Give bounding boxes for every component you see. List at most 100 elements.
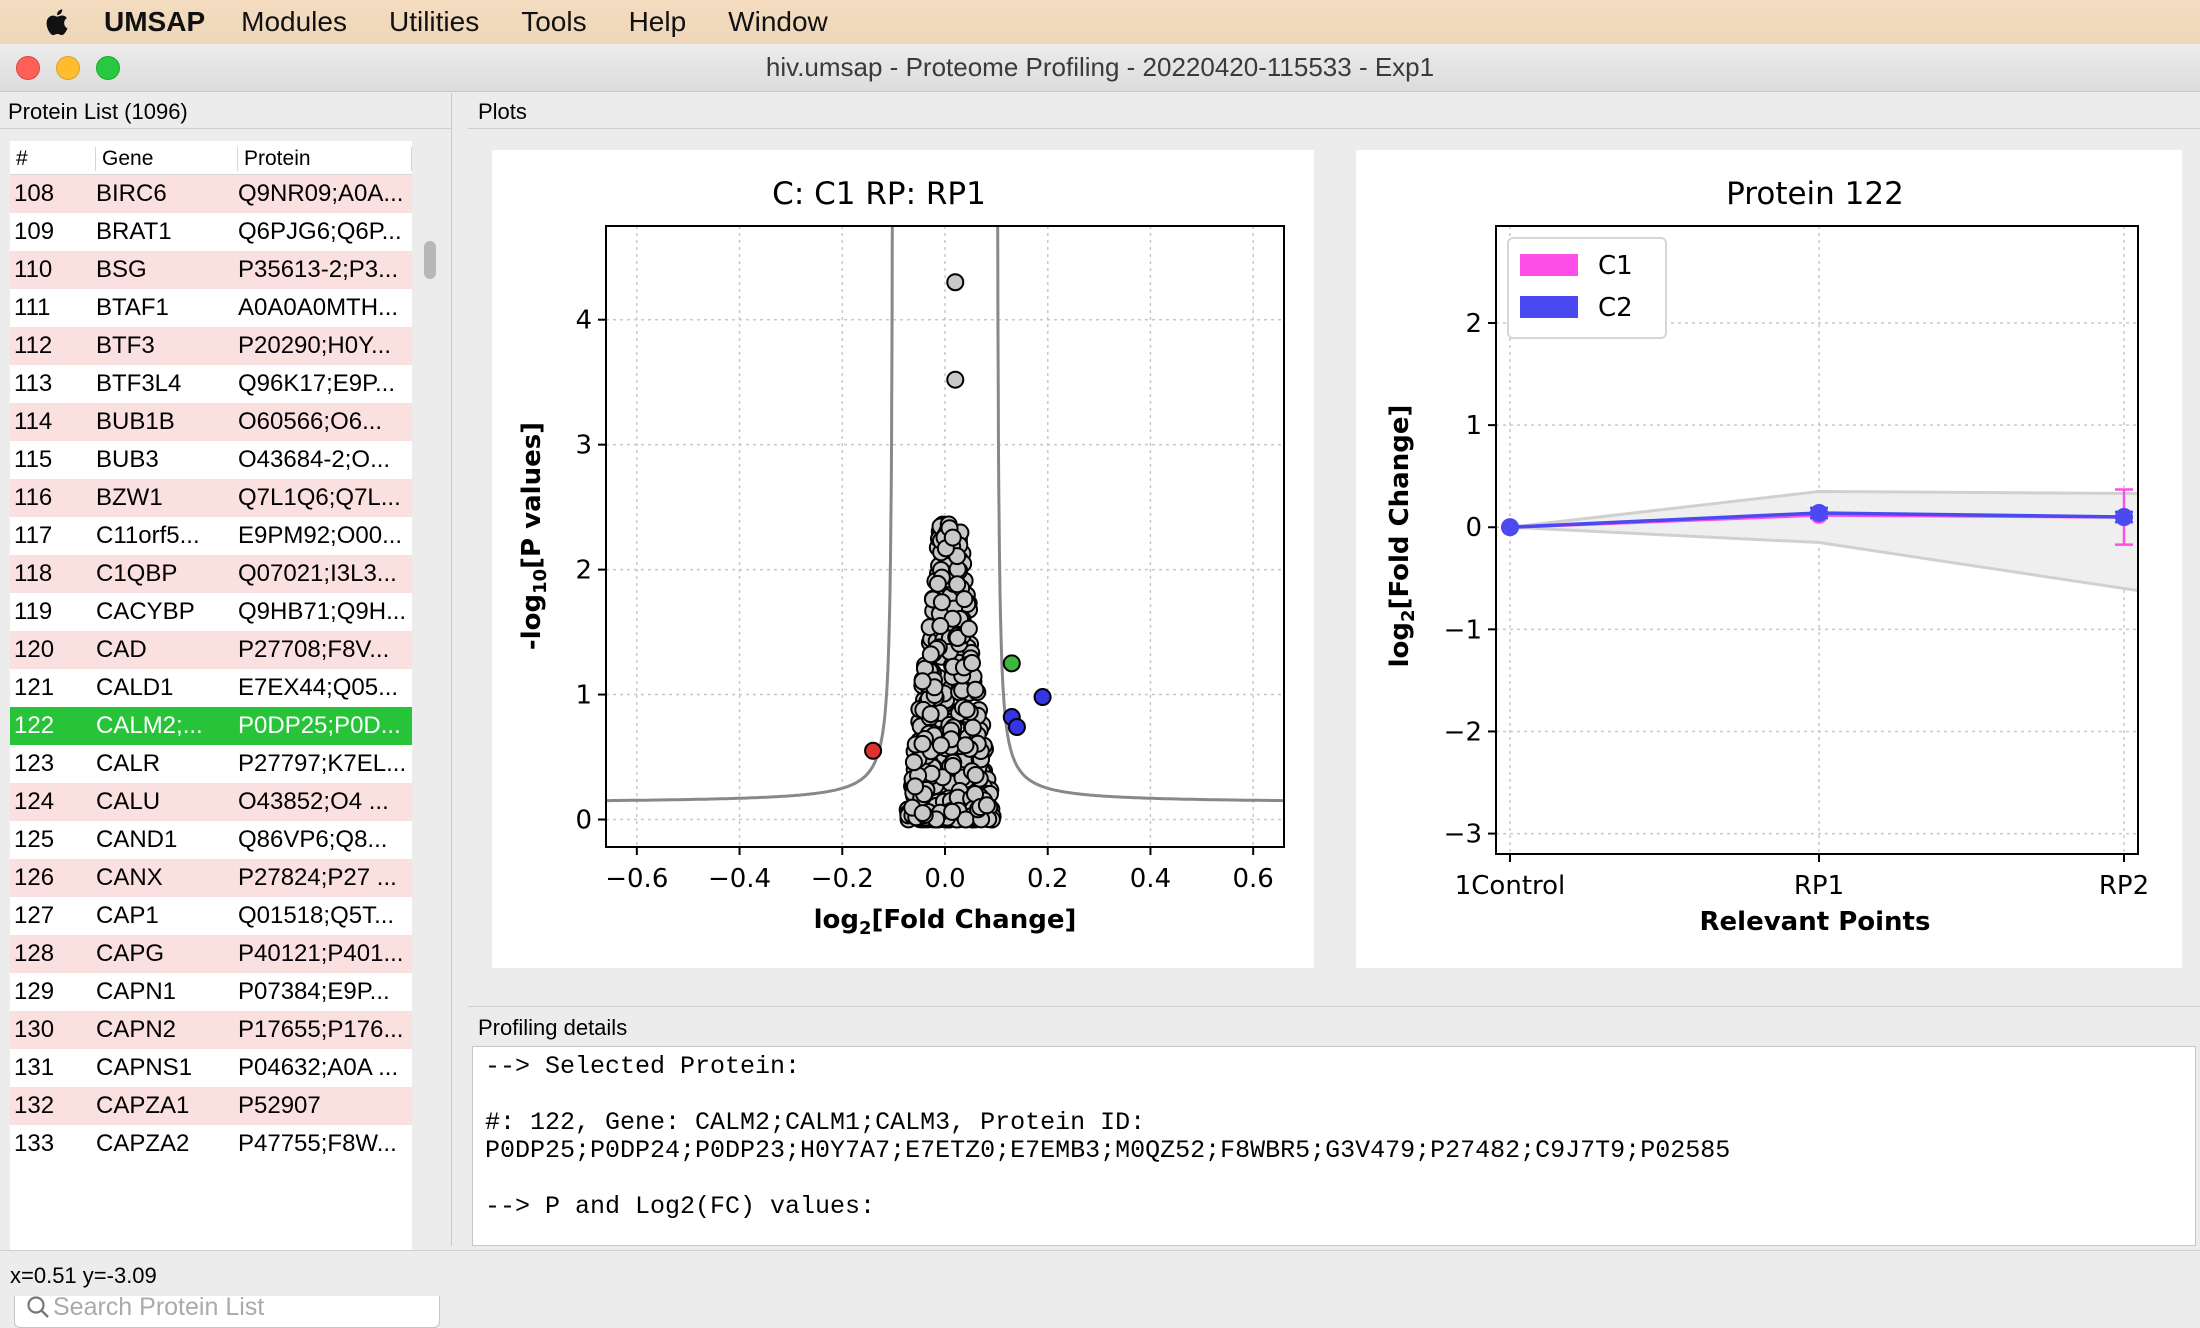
table-row[interactable]: 109 BRAT1 Q6PJG6;Q6P... [10, 213, 412, 251]
menu-app[interactable]: UMSAP [104, 6, 206, 37]
row-gene: BRAT1 [96, 218, 172, 245]
table-row[interactable]: 120 CAD P27708;F8V... [10, 631, 412, 669]
row-protein: O43684-2;O... [238, 446, 391, 473]
protein-profile-card[interactable]: Protein 122 1Control RP1 RP2 −3 −2 −1 0 1 2 C1 C2… [1356, 150, 2182, 968]
row-gene: BIRC6 [96, 180, 167, 207]
column-header-number[interactable]: # [10, 147, 96, 171]
volcano-xtick-label: −0.2 [811, 864, 874, 894]
column-header-protein[interactable]: Protein [238, 147, 412, 171]
row-number: 126 [14, 864, 55, 891]
minimize-window-button[interactable] [56, 56, 80, 80]
table-row[interactable]: 128 CAPG P40121;P401... [10, 935, 412, 973]
volcano-point [943, 528, 962, 547]
profiling-details-text[interactable]: --> Selected Protein: #: 122, Gene: CALM… [472, 1046, 2196, 1246]
row-number: 132 [14, 1092, 55, 1119]
column-header-gene[interactable]: Gene [96, 147, 238, 171]
row-gene: BZW1 [96, 484, 163, 511]
zoom-window-button[interactable] [96, 56, 120, 80]
volcano-ytick-label: 0 [575, 806, 592, 836]
table-row[interactable]: 119 CACYBP Q9HB71;Q9H... [10, 593, 412, 631]
table-row[interactable]: 115 BUB3 O43684-2;O... [10, 441, 412, 479]
table-row[interactable]: 110 BSG P35613-2;P3... [10, 251, 412, 289]
profile-ylabel: log2[Fold Change] [1385, 405, 1419, 668]
volcano-point [959, 619, 978, 638]
table-row[interactable]: 108 BIRC6 Q9NR09;A0A... [10, 175, 412, 213]
table-row[interactable]: 116 BZW1 Q7L1Q6;Q7L... [10, 479, 412, 517]
table-row[interactable]: 127 CAP1 Q01518;Q5T... [10, 897, 412, 935]
row-gene: CAND1 [96, 826, 178, 853]
table-row[interactable]: 113 BTF3L4 Q96K17;E9P... [10, 365, 412, 403]
volcano-plot[interactable]: C: C1 RP: RP1 −0.6 −0.4 −0.2 0.0 0.2 0.4 0.6 0 1… [492, 150, 1314, 968]
menu-window[interactable]: Window [728, 6, 828, 37]
row-protein: P20290;H0Y... [238, 332, 392, 359]
row-gene: CAPZA1 [96, 1092, 190, 1119]
table-row[interactable]: 133 CAPZA2 P47755;F8W... [10, 1125, 412, 1163]
row-number: 122 [14, 712, 55, 739]
row-gene: CALR [96, 750, 161, 777]
table-row[interactable]: 129 CAPN1 P07384;E9P... [10, 973, 412, 1011]
profiling-details-header: Profiling details [468, 1006, 2200, 1046]
volcano-xlabel: log2[Fold Change] [814, 905, 1077, 939]
row-number: 117 [14, 522, 53, 549]
row-number: 123 [14, 750, 55, 777]
menu-modules[interactable]: Modules [241, 6, 347, 37]
volcano-xtick-label: 0.6 [1233, 864, 1274, 894]
volcano-plot-card[interactable]: C: C1 RP: RP1 −0.6 −0.4 −0.2 0.0 0.2 0.4 0.6 0 1… [492, 150, 1314, 968]
volcano-ytick-label: 2 [575, 556, 592, 586]
volcano-point [955, 590, 974, 609]
profile-band-lower [1509, 525, 2139, 593]
row-number: 125 [14, 826, 55, 853]
table-row[interactable]: 117 C11orf5... E9PM92;O00... [10, 517, 412, 555]
table-row[interactable]: 111 BTAF1 A0A0A0MTH... [10, 289, 412, 327]
volcano-threshold-curve-right [996, 226, 1284, 803]
table-row[interactable]: 131 CAPNS1 P04632;A0A ... [10, 1049, 412, 1087]
table-row[interactable]: 132 CAPZA1 P52907 [10, 1087, 412, 1125]
vertical-scrollbar[interactable] [424, 241, 436, 279]
profile-ytick-label: 1 [1465, 411, 1482, 441]
volcano-point [948, 575, 967, 594]
row-number: 112 [14, 332, 53, 359]
row-gene: BTF3 [96, 332, 155, 359]
row-protein: P27824;P27 ... [238, 864, 397, 891]
row-gene: CAPN1 [96, 978, 177, 1005]
row-protein: A0A0A0MTH... [238, 294, 399, 321]
row-protein: O43852;O4 ... [238, 788, 389, 815]
apple-icon[interactable] [42, 7, 70, 37]
row-number: 120 [14, 636, 55, 663]
volcano-point [931, 617, 950, 636]
row-protein: P27708;F8V... [238, 636, 390, 663]
profile-ytick-label: −1 [1444, 615, 1482, 645]
table-row[interactable]: 112 BTF3 P20290;H0Y... [10, 327, 412, 365]
volcano-ytick-label: 1 [575, 681, 592, 711]
volcano-point [913, 734, 932, 753]
profile-point-c2 [1810, 503, 1828, 522]
table-row[interactable]: 118 C1QBP Q07021;I3L3... [10, 555, 412, 593]
table-row[interactable]: 130 CAPN2 P17655;P176... [10, 1011, 412, 1049]
row-gene: CANX [96, 864, 163, 891]
volcano-highlight-point [1033, 688, 1052, 707]
search-input[interactable] [53, 1292, 433, 1322]
menu-help[interactable]: Help [628, 6, 687, 37]
table-row[interactable]: 125 CAND1 Q86VP6;Q8... [10, 821, 412, 859]
menu-tools[interactable]: Tools [521, 6, 587, 37]
table-row[interactable]: 121 CALD1 E7EX44;Q05... [10, 669, 412, 707]
row-number: 129 [14, 978, 55, 1005]
table-row[interactable]: 123 CALR P27797;K7EL... [10, 745, 412, 783]
protein-list-table[interactable]: # Gene Protein 108 BIRC6 Q9NR09;A0A... 109 B… [10, 141, 412, 1266]
table-row[interactable]: 126 CANX P27824;P27 ... [10, 859, 412, 897]
row-gene: CAPNS1 [96, 1054, 193, 1081]
row-protein: P0DP25;P0D... [238, 712, 401, 739]
volcano-xtick-label: 0.0 [924, 864, 965, 894]
row-gene: BTAF1 [96, 294, 169, 321]
volcano-title: C: C1 RP: RP1 [772, 176, 986, 212]
row-gene: BTF3L4 [96, 370, 182, 397]
menu-utilities[interactable]: Utilities [388, 6, 480, 37]
table-row[interactable]: 124 CALU O43852;O4 ... [10, 783, 412, 821]
legend-label-c1: C1 [1598, 251, 1633, 281]
row-number: 118 [14, 560, 53, 587]
close-window-button[interactable] [16, 56, 40, 80]
table-row-selected[interactable]: 122 CALM2;... P0DP25;P0D... [10, 707, 412, 745]
table-row[interactable]: 114 BUB1B O60566;O6... [10, 403, 412, 441]
row-number: 128 [14, 940, 55, 967]
